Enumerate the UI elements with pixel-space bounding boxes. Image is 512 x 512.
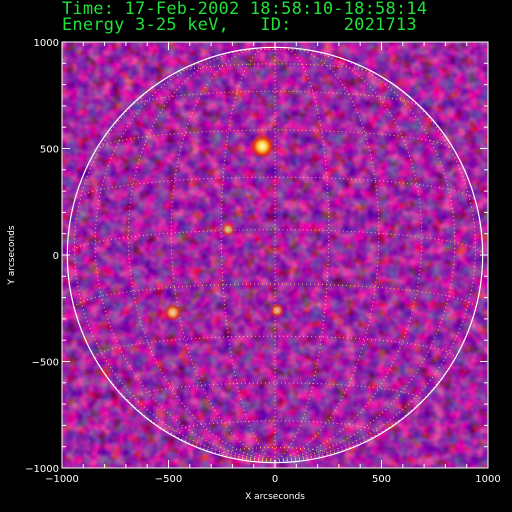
y-tick-label: −1000 bbox=[25, 464, 59, 475]
latitude-line bbox=[174, 63, 376, 74]
longitude-line bbox=[274, 67, 477, 462]
longitude-line bbox=[274, 47, 380, 462]
y-tick-label: 1000 bbox=[34, 38, 59, 49]
axis-ticks: −1000 −500 0 500 1000 −1000 −500 0 500 1000 bbox=[25, 38, 501, 485]
chart-title: Time: 17-Feb-2002 18:58:10-18:58:14 bbox=[62, 0, 428, 19]
longitude-line bbox=[274, 49, 423, 462]
longitude-line bbox=[170, 47, 276, 462]
y-axis-label: Y arcseconds bbox=[7, 225, 17, 285]
longitude-line bbox=[127, 49, 276, 462]
x-tick-label: 500 bbox=[372, 474, 391, 485]
x-tick-label: 1000 bbox=[475, 474, 500, 485]
x-tick-label: 0 bbox=[272, 474, 278, 485]
latitude-line bbox=[170, 420, 380, 434]
x-tick-label: −500 bbox=[155, 474, 182, 485]
x-tick-label: −1000 bbox=[45, 474, 79, 485]
latitude-line bbox=[94, 335, 456, 359]
hot-spot bbox=[269, 303, 285, 318]
hot-spot bbox=[220, 222, 236, 237]
hot-spot bbox=[163, 303, 182, 322]
y-tick-label: −500 bbox=[32, 358, 59, 369]
y-tick-label: 500 bbox=[40, 145, 59, 156]
image-area bbox=[62, 42, 488, 468]
latitude-line bbox=[73, 283, 477, 309]
hot-spot bbox=[250, 134, 275, 159]
longitude-line bbox=[73, 67, 276, 462]
latitude-line bbox=[220, 447, 330, 455]
latitude-line bbox=[66, 229, 484, 256]
heliographic-grid bbox=[66, 47, 484, 462]
x-axis-label: X arcseconds bbox=[245, 492, 305, 502]
chart-subtitle: Energy 3-25 keV, ID: 2021713 bbox=[62, 15, 417, 35]
y-tick-label: 0 bbox=[53, 251, 59, 262]
hot-spots bbox=[163, 134, 285, 322]
